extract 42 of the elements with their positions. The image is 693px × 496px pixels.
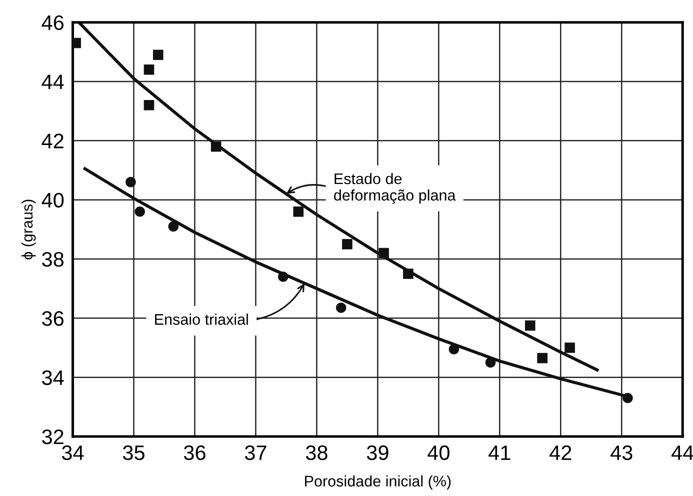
point	[278, 272, 288, 282]
y-tick-label: 36	[42, 311, 64, 326]
point	[524, 320, 536, 331]
point	[564, 342, 575, 353]
x-tick-label: 41	[488, 446, 510, 460]
x-tick-label: 42	[550, 445, 572, 460]
point	[126, 176, 136, 188]
y-tick-label: 46	[42, 15, 64, 30]
y-tick-label: 42	[42, 134, 64, 148]
point	[403, 268, 414, 279]
point	[537, 352, 548, 364]
point	[144, 100, 154, 110]
y-tick-label: 40	[42, 192, 64, 208]
x-tick-label: 37	[244, 445, 266, 460]
point	[144, 64, 154, 75]
point	[622, 392, 633, 404]
point	[152, 50, 164, 60]
x-tick-label: 39	[366, 445, 388, 460]
line-series	[77, 22, 599, 372]
y-axis-title: ϕ (graus)	[21, 200, 36, 260]
x-tick-label: 34	[62, 445, 84, 460]
point	[210, 141, 222, 152]
x-tick-label: 36	[184, 445, 206, 460]
y-tick-label: 32	[42, 429, 64, 444]
annotation: Estado de deformação plana	[334, 172, 456, 204]
point	[448, 344, 460, 354]
y-tick-label: 34	[42, 370, 64, 386]
annotation: Ensaio triaxial	[155, 314, 248, 325]
x-axis-title: Porosidade inicial (%)	[305, 475, 451, 490]
y-tick-label: 38	[42, 252, 64, 267]
y-tick-label: 44	[42, 74, 64, 90]
point	[485, 357, 496, 368]
x-tick-label: 38	[306, 445, 328, 460]
point	[134, 206, 145, 217]
point	[293, 206, 304, 217]
point	[378, 248, 389, 258]
x-tick-label: 43	[610, 445, 632, 460]
x-tick-label: 40	[428, 445, 450, 460]
x-tick-label: 35	[122, 445, 144, 460]
point	[168, 221, 179, 232]
point	[336, 302, 346, 313]
point	[342, 239, 352, 250]
